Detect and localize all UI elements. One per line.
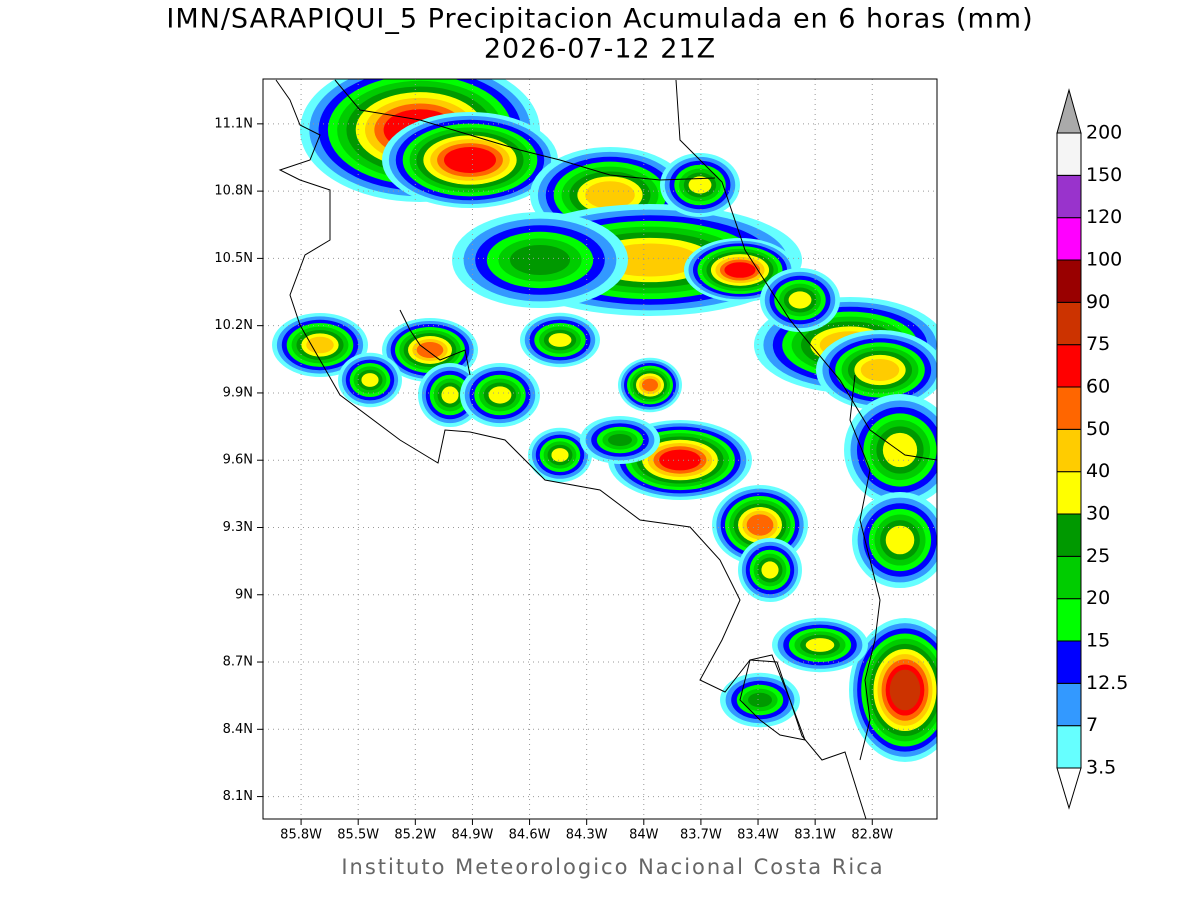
- coastlines: [275, 79, 937, 819]
- x-tick-label: 83.7W: [680, 828, 722, 843]
- colorbar-label: 150: [1086, 164, 1122, 186]
- colorbar-label: 40: [1086, 460, 1110, 482]
- border-south: [849, 374, 881, 761]
- precip-contour: [444, 147, 496, 173]
- x-tick-label: 83.1W: [794, 828, 836, 843]
- x-tick-label: 85.8W: [280, 828, 322, 843]
- colorbar-box: [1056, 428, 1082, 473]
- x-tick-label: 82.8W: [851, 828, 893, 843]
- y-tick-label: 8.1N: [223, 789, 253, 804]
- colorbar-label: 15: [1086, 630, 1110, 652]
- title: IMN/SARAPIQUI_5 Precipitacion Acumulada …: [166, 4, 1033, 35]
- over-triangle: [1056, 88, 1082, 134]
- x-tick-label: 84.6W: [509, 828, 551, 843]
- precip-contour: [441, 386, 459, 404]
- precip-contour: [659, 449, 701, 471]
- colorbar-box: [1056, 640, 1082, 684]
- y-tick-label: 9.6N: [223, 453, 253, 468]
- precip-contour: [885, 525, 915, 555]
- precip-contour: [746, 514, 774, 536]
- colorbar-label: 90: [1086, 291, 1110, 313]
- colorbar-label: 100: [1086, 249, 1122, 271]
- colorbar-box: [1056, 344, 1082, 388]
- colorbar-label: 7: [1086, 714, 1098, 736]
- precip-contour: [748, 692, 772, 708]
- precip-contour: [416, 342, 444, 358]
- x-tick-label: 84W: [629, 828, 659, 843]
- x-tick-label: 84.3W: [566, 828, 608, 843]
- colorbar-box: [1056, 301, 1082, 346]
- footer: Instituto Meteorologico Nacional Costa R…: [341, 855, 884, 879]
- y-tick-label: 9N: [235, 587, 253, 602]
- x-tick-label: 84.9W: [452, 828, 494, 843]
- y-tick-label: 10.2N: [214, 318, 253, 333]
- x-tick-label: 85.5W: [337, 828, 379, 843]
- precip-contour: [306, 336, 334, 354]
- map-frame: [262, 78, 938, 820]
- colorbar-box: [1056, 217, 1082, 261]
- colorbar-label: 60: [1086, 376, 1110, 398]
- colorbar-label: 20: [1086, 587, 1110, 609]
- colorbar-label: 25: [1086, 545, 1110, 567]
- colorbar-box: [1056, 725, 1082, 769]
- border-north: [334, 79, 716, 181]
- precip-contour: [761, 561, 779, 579]
- y-tick-label: 10.8N: [214, 184, 253, 199]
- colorbar-label: 200: [1086, 122, 1122, 144]
- y-tick-label: 8.7N: [223, 655, 253, 670]
- colorbar: 3.5 7 12.5 15 20 25 30 40 50 60 75 90 100 120 150 200: [1056, 88, 1128, 810]
- colorbar-label: 30: [1086, 503, 1110, 525]
- caribbean-coast: [675, 79, 937, 461]
- precip-contour: [361, 373, 379, 387]
- precip-contour: [882, 432, 918, 468]
- y-tick-label: 10.5N: [214, 251, 253, 266]
- x-tick-label: 85.2W: [394, 828, 436, 843]
- colorbar-box: [1056, 132, 1082, 176]
- x-tick-label: 83.4W: [737, 828, 779, 843]
- colorbar-label: 120: [1086, 206, 1122, 228]
- y-tick-label: 9.9N: [223, 385, 253, 400]
- precip-contour: [642, 378, 658, 392]
- precip-contour: [510, 245, 570, 275]
- precip-contour: [805, 638, 835, 652]
- colorbar-box: [1056, 682, 1082, 727]
- precip-contour: [724, 262, 756, 278]
- subtitle: 2026-07-12 21Z: [484, 34, 716, 65]
- colorbar-box: [1056, 259, 1082, 303]
- precip-contour: [608, 434, 632, 446]
- colorbar-label: 50: [1086, 418, 1110, 440]
- colorbar-box: [1056, 174, 1082, 219]
- colorbar-box: [1056, 555, 1082, 600]
- y-tick-label: 9.3N: [223, 520, 253, 535]
- precip-contour: [688, 176, 712, 194]
- y-tick-label: 11.1N: [214, 116, 253, 131]
- colorbar-label: 12.5: [1086, 672, 1128, 694]
- under-triangle: [1056, 767, 1082, 810]
- colorbar-box: [1056, 386, 1082, 430]
- precip-contour: [788, 291, 812, 309]
- pacific-coast: [275, 79, 867, 819]
- precip-contour: [889, 669, 921, 711]
- colorbar-box: [1056, 598, 1082, 642]
- precip-contour: [860, 359, 900, 381]
- colorbar-box: [1056, 513, 1082, 557]
- precip-contour: [488, 386, 512, 404]
- y-tick-label: 8.4N: [223, 722, 253, 737]
- colorbar-box: [1056, 471, 1082, 515]
- precip-contour: [585, 181, 635, 209]
- precip-contour: [551, 448, 569, 462]
- gulf-coast: [399, 309, 471, 376]
- colorbar-label: 3.5: [1086, 757, 1116, 779]
- colorbar-label: 75: [1086, 333, 1110, 355]
- precip-contour: [548, 333, 572, 347]
- peninsula: [739, 654, 806, 741]
